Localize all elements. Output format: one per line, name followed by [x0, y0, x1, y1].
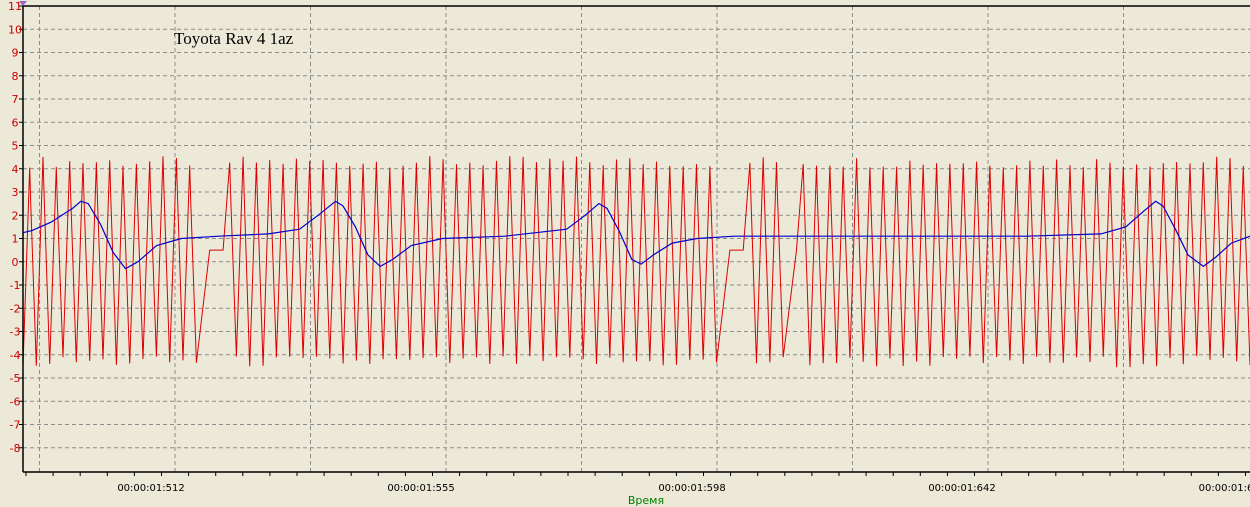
- y-tick-label: 1: [12, 233, 19, 246]
- y-tick-label: -4: [10, 349, 21, 362]
- series-blue-line: [22, 200, 1250, 270]
- y-tick-label: 0: [12, 256, 19, 269]
- y-tick-label: -2: [10, 302, 21, 315]
- chart-title: Toyota Rav 4 1az: [174, 29, 294, 48]
- x-tick-label: 00:00:01:598: [658, 483, 725, 494]
- y-tick-label: 4: [12, 163, 19, 176]
- y-tick-label: 9: [12, 47, 19, 60]
- x-axis-label: Время: [628, 494, 664, 507]
- series-layer: [22, 156, 1250, 368]
- x-tick-label: 00:00:01:555: [387, 483, 454, 494]
- x-tick-label: 00:00:01:642: [928, 483, 995, 494]
- y-tick-label: -1: [10, 279, 21, 292]
- y-tick-label: 10: [8, 23, 22, 36]
- y-tick-label: -8: [10, 442, 21, 455]
- x-tick-labels: 00:00:01:512 00:00:01:555 00:00:01:598 00:0…: [117, 483, 1250, 494]
- x-tick-label: 00:00:01:6: [1199, 483, 1250, 494]
- y-tick-label: 11: [8, 0, 22, 13]
- y-tick-label: 3: [12, 186, 19, 199]
- y-tick-label: -5: [10, 372, 21, 385]
- y-tick-label: -3: [10, 326, 21, 339]
- y-tick-label: 8: [12, 70, 19, 83]
- grid: [23, 6, 1250, 472]
- cursor-marker-icon: [19, 1, 27, 6]
- y-tick-label: -7: [10, 419, 21, 432]
- y-tick-label: 5: [12, 140, 19, 153]
- y-tick-label: 7: [12, 93, 19, 106]
- y-tick-label: 6: [12, 116, 19, 129]
- series-red-line: [22, 156, 1250, 368]
- y-tick-label: 2: [12, 209, 19, 222]
- y-tick-label: -6: [10, 395, 21, 408]
- x-tick-label: 00:00:01:512: [117, 483, 184, 494]
